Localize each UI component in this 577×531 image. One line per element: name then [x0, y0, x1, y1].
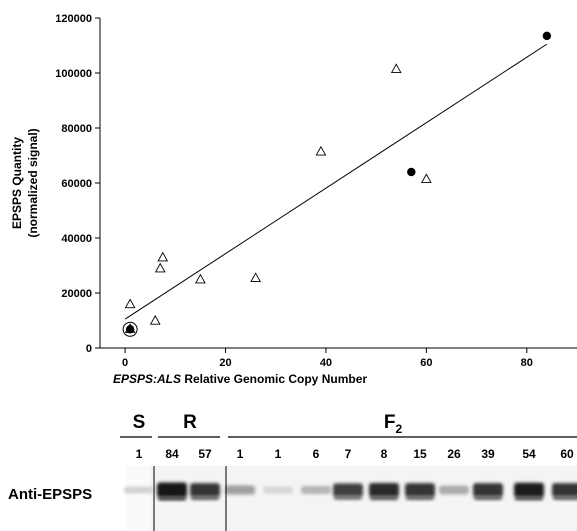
- blot-band-0: [124, 486, 154, 494]
- lane-label-1: 84: [165, 447, 179, 461]
- x-tick-labels: 0 20 40 60 80: [122, 357, 533, 369]
- blot-band-6: [333, 483, 363, 497]
- x-tick-label-3: 60: [420, 357, 432, 369]
- antibody-label: Anti-EPSPS: [8, 486, 92, 503]
- triangle-point-7: [315, 145, 327, 156]
- data-points: [124, 31, 552, 334]
- blot-band-10: [473, 483, 503, 497]
- blot-band-lower-2: [191, 495, 219, 500]
- lane-labels: 1 84 57 1 1 6 7 8 15 26 39 54 60: [136, 447, 574, 461]
- blot-membrane-left: [126, 466, 150, 531]
- x-tick-label-2: 40: [320, 357, 332, 369]
- filled-circle-point-1: [407, 167, 416, 177]
- blot-band-9: [439, 485, 469, 495]
- blot-band-5: [301, 485, 331, 495]
- x-tick-label-0: 0: [122, 357, 128, 369]
- y-axis-title-line-1: EPSPS Quantity: [10, 137, 24, 229]
- blot-band-lower-1: [158, 496, 186, 501]
- y-axis-title-line-2: (normalized signal): [26, 128, 40, 237]
- blot-bands: [124, 482, 577, 501]
- blot-band-3: [225, 485, 255, 495]
- western-blot-panel: S R F2 1 84 57 1 1 6 7 8 15 26 39 54 60 Anti-EPSPS: [8, 412, 577, 531]
- lane-label-4: 1: [275, 447, 282, 461]
- lane-label-12: 60: [560, 447, 574, 461]
- y-tick-label-0: 0: [86, 343, 92, 355]
- blot-band-1: [157, 482, 187, 498]
- y-tick-label-1: 20000: [61, 288, 92, 300]
- blot-band-lower-6: [334, 495, 362, 500]
- y-tick-label-4: 80000: [61, 123, 92, 135]
- lane-label-8: 15: [413, 447, 427, 461]
- triangle-point-5: [195, 273, 206, 284]
- group-label-f2-main: F: [384, 412, 396, 433]
- blot-band-2: [190, 483, 220, 497]
- group-label-r: R: [183, 412, 197, 433]
- lane-label-9: 26: [447, 447, 461, 461]
- triangle-point-2: [149, 314, 161, 325]
- blot-band-lower-8: [406, 495, 434, 500]
- y-tick-label-2: 40000: [61, 233, 92, 245]
- blot-band-lower-10: [474, 495, 502, 500]
- x-tick-label-4: 80: [521, 357, 533, 369]
- y-tick-label-5: 100000: [55, 68, 92, 80]
- blot-band-4: [263, 486, 293, 494]
- blot-band-12: [552, 483, 577, 497]
- triangle-point-6: [250, 272, 262, 283]
- y-tick-labels: 0 20000 40000 60000 80000 100000 120000: [55, 13, 92, 355]
- y-tick-label-3: 60000: [61, 178, 92, 190]
- group-label-s: S: [133, 412, 146, 433]
- blot-band-lower-12: [553, 495, 577, 500]
- lane-label-7: 8: [381, 447, 388, 461]
- group-label-f2: F2: [384, 412, 403, 436]
- blot-band-11: [514, 482, 544, 498]
- triangle-point-4: [157, 251, 169, 262]
- x-axis-title-rest: Relative Genomic Copy Number: [181, 372, 367, 386]
- y-tick-label-6: 120000: [55, 13, 92, 25]
- lane-label-10: 39: [481, 447, 495, 461]
- triangle-point-9: [421, 173, 432, 184]
- lane-label-6: 7: [345, 447, 352, 461]
- x-axis-title-italic: EPSPS:ALS: [113, 372, 181, 386]
- circled-point-highlight: [122, 321, 138, 337]
- triangle-point-3: [154, 262, 166, 273]
- filled-circle-point-2: [542, 31, 552, 41]
- scatter-plot: 0 20000 40000 60000 80000 100000 120000 0 20 40 6…: [10, 13, 577, 386]
- blot-band-7: [369, 482, 399, 498]
- x-axis-title: EPSPS:ALS Relative Genomic Copy Number: [113, 372, 367, 386]
- lane-label-5: 6: [313, 447, 320, 461]
- blot-membrane: [150, 466, 577, 531]
- regression-line: [124, 43, 548, 320]
- blot-band-8: [405, 483, 435, 497]
- group-label-f2-subscript: 2: [395, 422, 402, 436]
- lane-label-11: 54: [522, 447, 536, 461]
- x-tick-label-1: 20: [219, 357, 231, 369]
- axis-ticks: [95, 17, 528, 353]
- triangle-point-0: [124, 298, 136, 309]
- lane-label-0: 1: [136, 447, 143, 461]
- lane-label-2: 57: [198, 447, 212, 461]
- filled-circle-point-0: [125, 325, 135, 334]
- blot-band-lower-11: [515, 496, 543, 501]
- blot-band-lower-7: [370, 496, 398, 501]
- lane-label-3: 1: [237, 447, 244, 461]
- triangle-point-8: [390, 63, 402, 74]
